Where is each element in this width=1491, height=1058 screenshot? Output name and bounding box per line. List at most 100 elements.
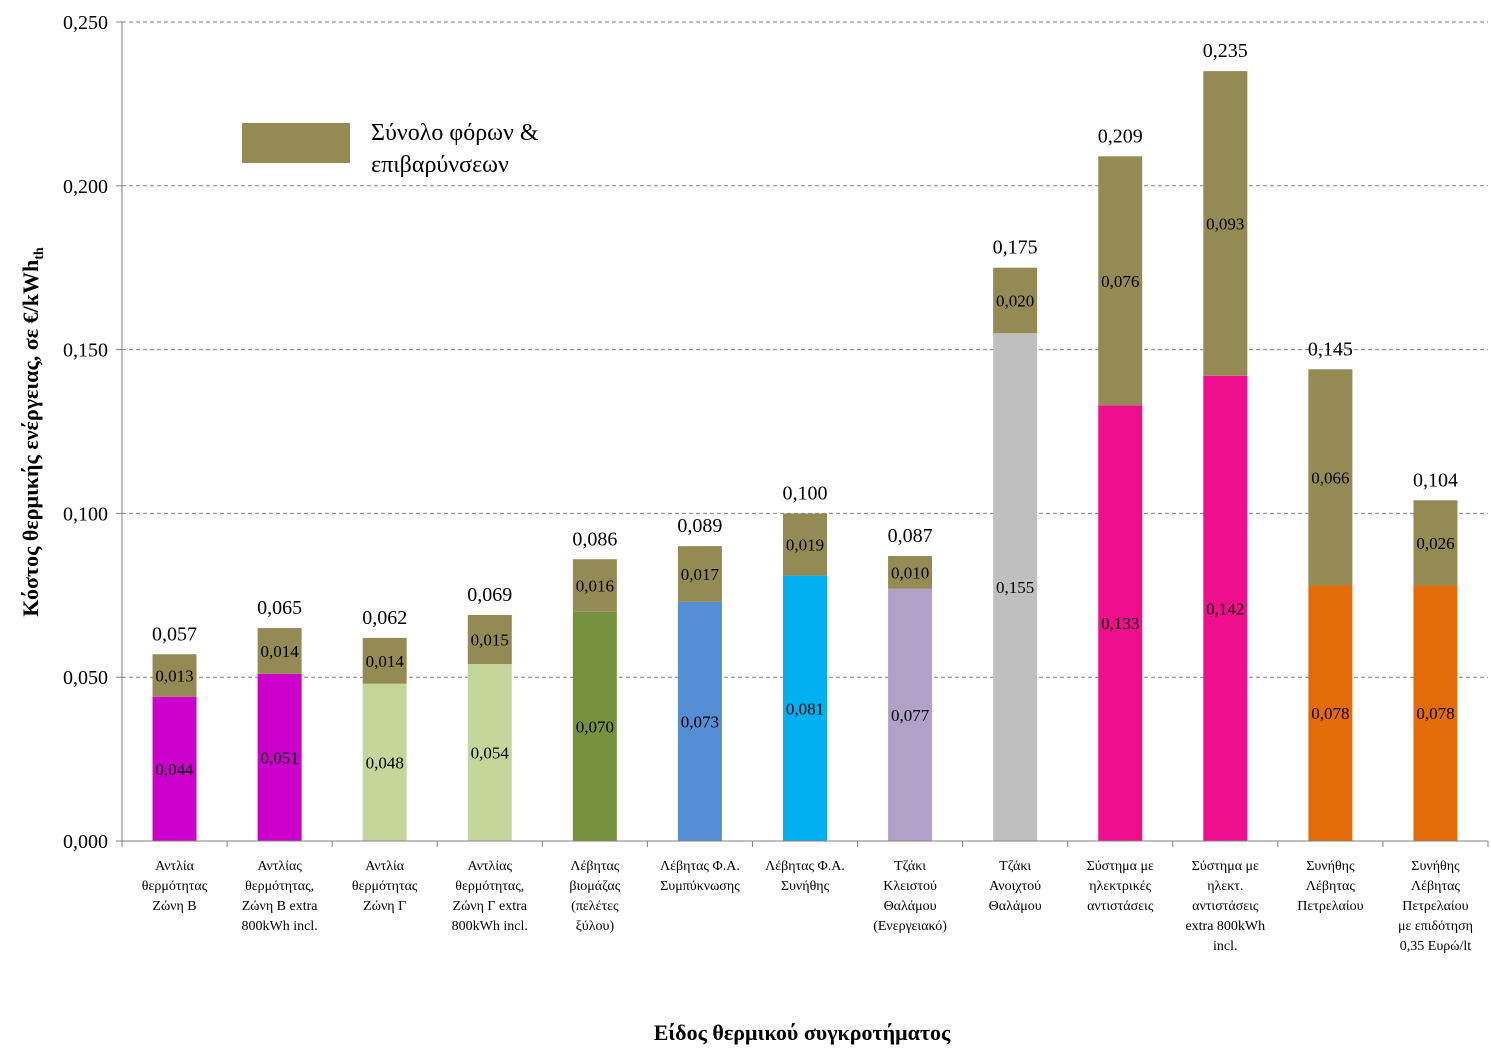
tax-value-label: 0,017: [681, 565, 720, 584]
x-category-label: Αντλία θερμότητας Ζώνη Β: [142, 859, 208, 914]
total-value-label: 0,057: [152, 623, 197, 645]
x-category-label: Λέβητας βιομάζας (πελέτες ξύλου): [569, 859, 620, 934]
x-category-label-line: ηλεκτρικές: [1089, 879, 1151, 894]
x-category-label-line: Θαλάμου: [884, 899, 937, 914]
total-value-label: 0,062: [362, 607, 407, 629]
bar-taxes: [677, 546, 722, 602]
tax-value-label: 0,010: [891, 563, 929, 582]
x-category-label-line: Κλειστού: [883, 879, 937, 894]
tax-value-label: 0,020: [996, 291, 1034, 310]
x-category-label-line: 0,35 Ευρώ/lt: [1400, 939, 1471, 954]
x-category-label: Τζάκι Κλειστού Θαλάμου (Ενεργειακό): [873, 859, 947, 934]
x-category-label: Σύστημα με ηλεκτρικές αντιστάσεις: [1087, 859, 1154, 914]
y-tick-label: 0,200: [63, 176, 108, 198]
bar-base: [572, 611, 617, 841]
x-category-label: Λέβητας Φ.Α. Συνήθης: [765, 859, 845, 894]
y-tick-label: 0,250: [63, 12, 108, 34]
total-value-label: 0,069: [467, 584, 512, 606]
x-category-label-line: Σύστημα με: [1087, 859, 1154, 874]
x-category-label-line: extra 800kWh: [1185, 919, 1265, 934]
x-category-label-line: Αντλίας: [257, 859, 302, 874]
x-axis-category-labels: Αντλία θερμότητας Ζώνη Β Αντλίας θερμότητας,…: [142, 859, 1473, 954]
base-value-label: 0,073: [681, 712, 719, 731]
x-category-label-line: Λέβητας Φ.Α.: [765, 859, 845, 874]
tax-value-label: 0,014: [366, 652, 405, 671]
bar-taxes: [783, 513, 827, 576]
legend: Σύνολο φόρων & επιβαρύνσεων: [242, 120, 539, 178]
tax-value-label: 0,014: [260, 642, 299, 661]
y-axis-title-subscript: th: [32, 247, 47, 260]
total-value-label: 0,209: [1098, 125, 1143, 147]
x-category-label-line: Πετρελαίου: [1402, 899, 1468, 914]
bar-base: [467, 664, 512, 841]
tax-value-label: 0,019: [786, 536, 824, 555]
total-value-label: 0,145: [1308, 338, 1353, 360]
x-category-label-line: ηλεκτ.: [1207, 879, 1243, 894]
x-category-label: Αντλίας θερμότητας, Ζώνη Β extra 800kWh inc…: [242, 859, 319, 934]
bar-base: [888, 588, 933, 841]
x-category-label-line: (Ενεργειακό): [873, 919, 947, 934]
bar-base: [1098, 405, 1143, 841]
x-category-label-line: Λέβητας: [1306, 879, 1355, 894]
x-category-label-line: Θαλάμου: [989, 899, 1042, 914]
x-category-label-line: Σύστημα με: [1192, 859, 1259, 874]
y-axis-title: Κόστος θερμικής ενέργειας, σε €/kWhth: [18, 247, 47, 617]
x-category-label-line: ξύλου): [576, 919, 615, 934]
tax-value-label: 0,026: [1416, 534, 1454, 553]
y-tick-label: 0,050: [63, 667, 108, 689]
base-value-label: 0,142: [1206, 599, 1244, 618]
bar-taxes: [993, 267, 1038, 334]
legend-label-line-2: επιβαρύνσεων: [371, 152, 509, 178]
bar-base: [993, 333, 1038, 841]
tax-value-label: 0,093: [1206, 214, 1244, 233]
x-category-label-line: αντιστάσεις: [1087, 899, 1154, 914]
bar-taxes: [888, 555, 933, 589]
x-category-label-line: Λέβητας: [1411, 879, 1460, 894]
tax-value-label: 0,016: [576, 576, 614, 595]
x-category-label-line: (πελέτες: [571, 899, 619, 914]
bar-taxes: [152, 654, 197, 697]
base-value-label: 0,077: [891, 706, 930, 725]
x-category-label-line: Συνήθης: [781, 879, 830, 894]
x-category-label: Συνήθης Λέβητας Πετρελαίου με επιδότηση 0,35…: [1398, 859, 1473, 954]
total-value-label: 0,104: [1413, 469, 1458, 491]
bar-taxes: [257, 628, 302, 674]
y-axis-title-main: Κόστος θερμικής ενέργειας, σε €/kWh: [18, 260, 43, 617]
x-category-label-line: Πετρελαίου: [1297, 899, 1363, 914]
x-category-label: Λέβητας Φ.Α. Συμπύκνωσης: [660, 859, 740, 894]
bar-base: [1203, 375, 1248, 841]
x-category-label: Αντλία θερμότητας Ζώνη Γ: [352, 859, 418, 914]
bar-taxes: [1098, 156, 1143, 406]
x-category-label-line: θερμότητας: [142, 879, 208, 894]
bar-base: [1308, 585, 1353, 841]
legend-swatch-taxes: [242, 123, 350, 163]
base-value-label: 0,054: [471, 744, 510, 763]
bar-base: [783, 575, 827, 841]
bar-base: [362, 683, 407, 841]
base-value-label: 0,078: [1311, 704, 1349, 723]
x-category-label-line: Συνήθης: [1306, 859, 1355, 874]
bar-taxes: [1308, 369, 1353, 586]
total-value-label: 0,235: [1203, 40, 1248, 62]
x-category-label: Σύστημα με ηλεκτ. αντιστάσεις extra 800kWh i…: [1185, 859, 1265, 954]
bar-taxes: [1413, 500, 1458, 586]
x-category-label: Συνήθης Λέβητας Πετρελαίου: [1297, 859, 1363, 914]
x-category-label: Τζάκι Ανοιχτού Θαλάμου: [989, 859, 1042, 914]
bar-taxes: [572, 559, 617, 612]
x-category-label-line: Αντλία: [155, 859, 195, 874]
x-category-label-line: Τζάκι: [894, 859, 926, 874]
x-axis-title: Είδος θερμικού συγκροτήματος: [654, 1020, 951, 1045]
total-value-label: 0,175: [993, 237, 1038, 259]
x-category-label-line: 800kWh incl.: [452, 919, 528, 934]
x-category-label-line: θερμότητας: [352, 879, 418, 894]
y-tick-label: 0,000: [63, 831, 108, 853]
y-tick-label: 0,150: [63, 340, 108, 362]
x-category-label-line: θερμότητας,: [245, 879, 314, 894]
total-value-label: 0,089: [677, 515, 722, 537]
base-value-label: 0,078: [1416, 704, 1454, 723]
total-value-label: 0,086: [572, 528, 617, 550]
bar-taxes: [362, 637, 407, 684]
data-labels: 0,044 0,013 0,057 0,051 0,014 0,065 0,048 0,014…: [152, 40, 1458, 779]
bar-base: [152, 696, 197, 841]
